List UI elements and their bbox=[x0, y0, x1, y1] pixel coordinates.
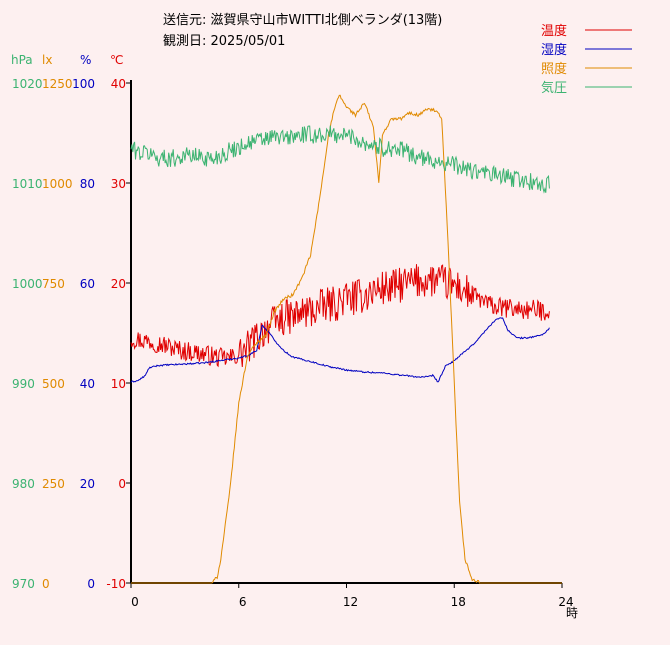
y-tick-label-illuminance: 1250 bbox=[42, 77, 73, 91]
x-tick-label: 12 bbox=[343, 595, 358, 609]
y-tick-label-pressure: 1020 bbox=[12, 77, 43, 91]
chart-header-date: 観測日: 2025/05/01 bbox=[163, 34, 285, 49]
y-tick-label-pressure: 1010 bbox=[12, 177, 43, 191]
y-tick-label-temperature: 0 bbox=[118, 477, 126, 491]
y-tick-label-illuminance: 0 bbox=[42, 577, 50, 591]
series-line-humidity bbox=[130, 317, 550, 383]
x-tick-labels: 0 6 12 18 24 bbox=[131, 595, 573, 609]
axis-unit-humidity: % bbox=[80, 53, 91, 67]
y-tick-label-pressure: 1000 bbox=[12, 277, 43, 291]
series-lines bbox=[130, 94, 562, 584]
y-tick-label-humidity: 0 bbox=[87, 577, 95, 591]
legend-label-temperature: 温度 bbox=[541, 23, 567, 39]
legend: 温度 湿度 照度 気圧 bbox=[541, 23, 632, 96]
y-tick-label-humidity: 100 bbox=[72, 77, 95, 91]
chart-header-source: 送信元: 滋賀県守山市WITTI北側ベランダ(13階) bbox=[163, 12, 442, 28]
x-tick-label: 24 bbox=[558, 595, 573, 609]
series-line-temperature bbox=[130, 264, 550, 368]
legend-label-pressure: 気圧 bbox=[541, 80, 567, 96]
series-line-illuminance bbox=[131, 94, 562, 584]
x-axis-unit: 時 bbox=[566, 606, 578, 620]
series-line-pressure bbox=[130, 125, 550, 194]
y-tick-label-temperature: 40 bbox=[111, 77, 126, 91]
y-tick-label-temperature: 10 bbox=[111, 377, 126, 391]
y-tick-label-humidity: 40 bbox=[80, 377, 95, 391]
x-tick-label: 6 bbox=[239, 595, 247, 609]
legend-label-illuminance: 照度 bbox=[541, 61, 567, 77]
y-tick-label-temperature: 30 bbox=[111, 177, 126, 191]
y-tick-label-illuminance: 500 bbox=[42, 377, 65, 391]
y-tick-label-temperature: 20 bbox=[111, 277, 126, 291]
y-tick-labels: 9709809901000101010200250500750100012500… bbox=[12, 77, 126, 591]
x-tick-label: 18 bbox=[451, 595, 466, 609]
axes bbox=[126, 80, 563, 588]
y-tick-label-illuminance: 1000 bbox=[42, 177, 73, 191]
y-tick-label-pressure: 980 bbox=[12, 477, 35, 491]
x-tick-label: 0 bbox=[131, 595, 139, 609]
y-tick-label-illuminance: 250 bbox=[42, 477, 65, 491]
y-tick-label-pressure: 990 bbox=[12, 377, 35, 391]
y-tick-label-humidity: 60 bbox=[80, 277, 95, 291]
y-tick-label-temperature: -10 bbox=[106, 577, 126, 591]
y-tick-label-illuminance: 750 bbox=[42, 277, 65, 291]
legend-label-humidity: 湿度 bbox=[541, 42, 567, 58]
axis-unit-pressure: hPa bbox=[11, 53, 33, 67]
y-tick-label-humidity: 20 bbox=[80, 477, 95, 491]
axis-unit-temperature: ℃ bbox=[110, 53, 123, 67]
axis-unit-illuminance: lx bbox=[42, 53, 52, 67]
y-tick-label-humidity: 80 bbox=[80, 177, 95, 191]
y-tick-label-pressure: 970 bbox=[12, 577, 35, 591]
